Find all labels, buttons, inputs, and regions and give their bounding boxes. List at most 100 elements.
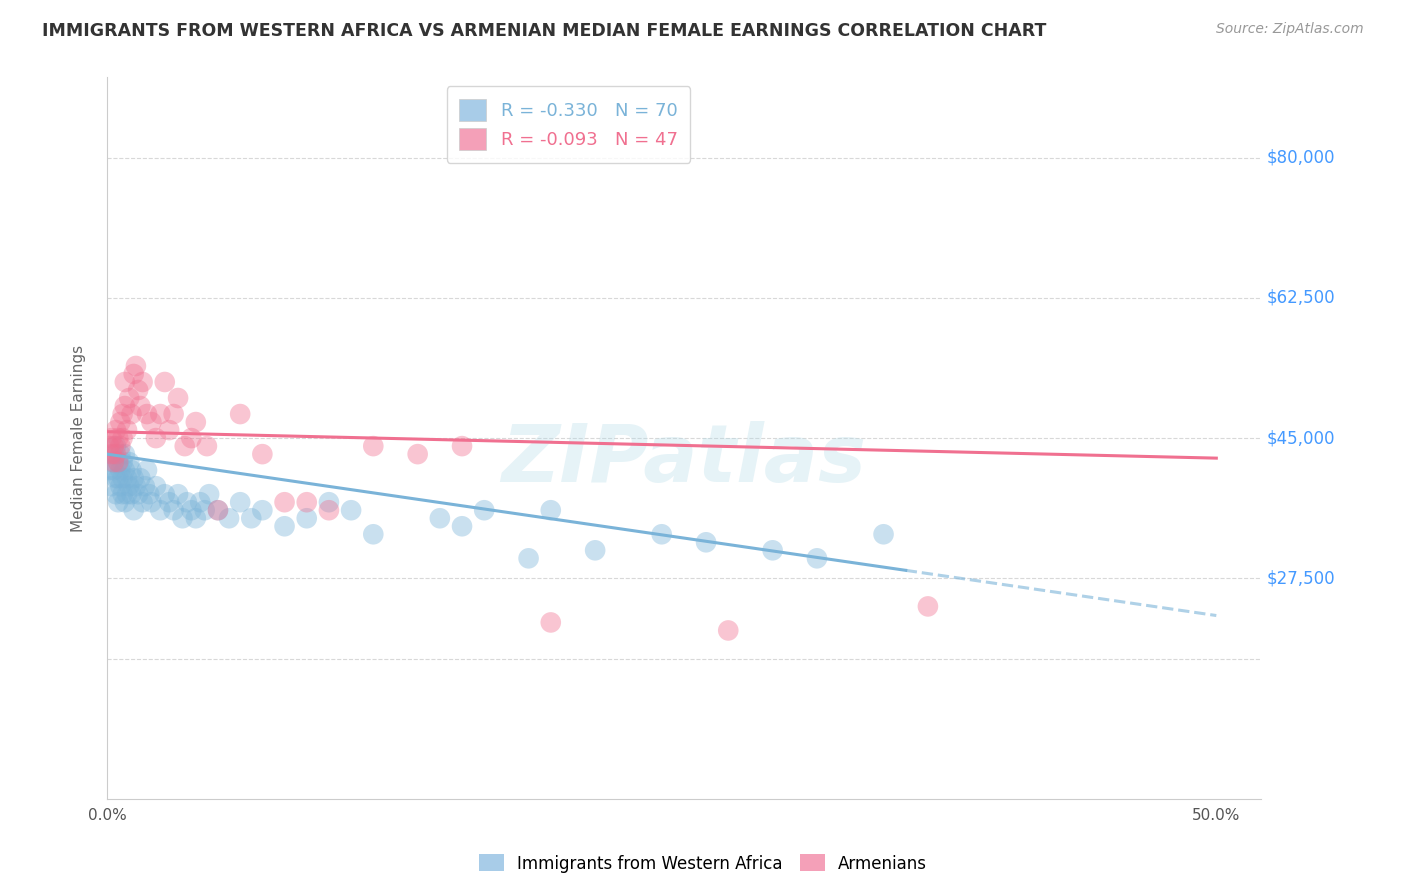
Point bbox=[115, 487, 138, 501]
Point bbox=[540, 503, 562, 517]
Point bbox=[717, 624, 740, 638]
Point bbox=[340, 503, 363, 517]
Point bbox=[917, 599, 939, 614]
Point bbox=[207, 503, 229, 517]
Point bbox=[114, 447, 136, 461]
Point bbox=[318, 495, 340, 509]
Point bbox=[121, 407, 143, 421]
Point bbox=[184, 415, 207, 429]
Point bbox=[173, 439, 195, 453]
Point bbox=[167, 487, 190, 501]
Point bbox=[111, 471, 134, 485]
Point bbox=[141, 415, 163, 429]
Point bbox=[149, 407, 172, 421]
Point bbox=[188, 495, 211, 509]
Point bbox=[114, 399, 136, 413]
Point bbox=[118, 391, 141, 405]
Point bbox=[145, 431, 167, 445]
Point bbox=[695, 535, 717, 549]
Point bbox=[129, 399, 152, 413]
Point bbox=[103, 447, 125, 461]
Y-axis label: Median Female Earnings: Median Female Earnings bbox=[72, 344, 86, 532]
Point bbox=[162, 503, 184, 517]
Point bbox=[107, 455, 129, 469]
Point bbox=[131, 375, 153, 389]
Text: $45,000: $45,000 bbox=[1267, 429, 1334, 447]
Point bbox=[153, 375, 176, 389]
Point bbox=[240, 511, 263, 525]
Point bbox=[107, 495, 129, 509]
Point bbox=[118, 479, 141, 493]
Point bbox=[104, 447, 127, 461]
Point bbox=[125, 359, 148, 373]
Point bbox=[273, 519, 295, 533]
Point bbox=[273, 495, 295, 509]
Text: Source: ZipAtlas.com: Source: ZipAtlas.com bbox=[1216, 22, 1364, 37]
Point bbox=[107, 455, 129, 469]
Point bbox=[583, 543, 606, 558]
Point bbox=[98, 439, 121, 453]
Point bbox=[451, 439, 474, 453]
Point bbox=[129, 471, 152, 485]
Text: $27,500: $27,500 bbox=[1267, 569, 1336, 587]
Point bbox=[138, 487, 160, 501]
Point bbox=[114, 375, 136, 389]
Point bbox=[131, 495, 153, 509]
Point bbox=[136, 463, 159, 477]
Point bbox=[157, 495, 180, 509]
Point bbox=[136, 407, 159, 421]
Point bbox=[121, 487, 143, 501]
Point bbox=[406, 447, 429, 461]
Point bbox=[762, 543, 785, 558]
Point bbox=[517, 551, 540, 566]
Point bbox=[167, 391, 190, 405]
Point bbox=[198, 487, 221, 501]
Point bbox=[252, 503, 274, 517]
Point bbox=[195, 439, 218, 453]
Point bbox=[122, 471, 145, 485]
Point bbox=[100, 431, 122, 445]
Text: $62,500: $62,500 bbox=[1267, 289, 1336, 307]
Point bbox=[172, 511, 194, 525]
Point bbox=[118, 455, 141, 469]
Point bbox=[472, 503, 495, 517]
Point bbox=[98, 463, 121, 477]
Point bbox=[100, 447, 122, 461]
Legend: Immigrants from Western Africa, Armenians: Immigrants from Western Africa, Armenian… bbox=[472, 847, 934, 880]
Point bbox=[122, 367, 145, 381]
Point bbox=[100, 455, 122, 469]
Point bbox=[111, 431, 134, 445]
Point bbox=[145, 479, 167, 493]
Point bbox=[361, 439, 384, 453]
Point bbox=[100, 479, 122, 493]
Point bbox=[184, 511, 207, 525]
Point bbox=[194, 503, 217, 517]
Legend: R = -0.330   N = 70, R = -0.093   N = 47: R = -0.330 N = 70, R = -0.093 N = 47 bbox=[447, 87, 690, 163]
Point bbox=[104, 487, 127, 501]
Text: IMMIGRANTS FROM WESTERN AFRICA VS ARMENIAN MEDIAN FEMALE EARNINGS CORRELATION CH: IMMIGRANTS FROM WESTERN AFRICA VS ARMENI… bbox=[42, 22, 1046, 40]
Point bbox=[110, 463, 132, 477]
Point bbox=[111, 407, 134, 421]
Point bbox=[110, 439, 132, 453]
Point bbox=[103, 463, 125, 477]
Point bbox=[111, 487, 134, 501]
Point bbox=[218, 511, 240, 525]
Point bbox=[122, 503, 145, 517]
Point bbox=[162, 407, 184, 421]
Point bbox=[127, 487, 149, 501]
Point bbox=[141, 495, 163, 509]
Point bbox=[111, 455, 134, 469]
Text: ZIPatlas: ZIPatlas bbox=[502, 421, 866, 499]
Point bbox=[176, 495, 198, 509]
Point bbox=[104, 471, 127, 485]
Point bbox=[110, 415, 132, 429]
Text: $80,000: $80,000 bbox=[1267, 149, 1334, 167]
Point bbox=[429, 511, 451, 525]
Point bbox=[295, 511, 318, 525]
Point bbox=[361, 527, 384, 541]
Point bbox=[125, 479, 148, 493]
Point bbox=[153, 487, 176, 501]
Point bbox=[114, 495, 136, 509]
Point bbox=[134, 479, 156, 493]
Point bbox=[872, 527, 894, 541]
